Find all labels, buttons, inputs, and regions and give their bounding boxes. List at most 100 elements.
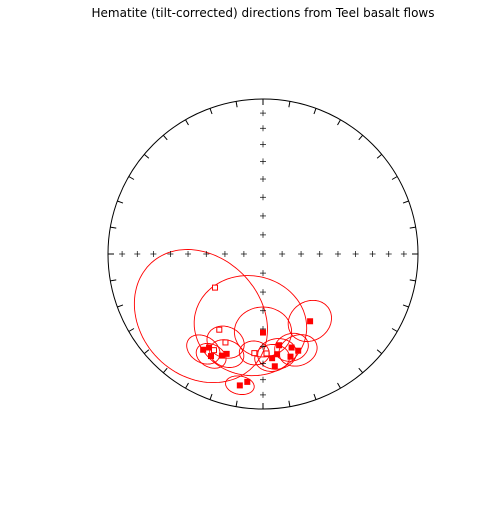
grid-cross (203, 251, 210, 257)
direction-point-open (251, 350, 258, 357)
azimuth-tick (313, 108, 317, 115)
direction-point-filled (218, 352, 225, 359)
grid-cross (260, 125, 266, 132)
grid-cross (260, 391, 266, 398)
direction-point-filled (271, 363, 278, 370)
inclination-grid-crosses (119, 110, 407, 398)
azimuth-tick (235, 101, 238, 108)
grid-cross (279, 251, 286, 257)
direction-point-filled (274, 351, 281, 358)
azimuth-tick (162, 367, 168, 374)
confidence-ellipse (278, 334, 318, 367)
azimuth-tick (185, 119, 189, 126)
azimuth-tick (288, 400, 291, 407)
center-cross (260, 251, 266, 257)
direction-point-filled (244, 378, 251, 385)
grid-cross (260, 307, 266, 314)
azimuth-tick (313, 393, 317, 400)
grid-cross (134, 251, 141, 257)
grid-cross (260, 343, 266, 350)
azimuth-tick (337, 119, 341, 126)
azimuth-tick (391, 328, 398, 332)
confidence-ellipse (225, 375, 255, 395)
direction-point-filled (276, 342, 283, 349)
grid-cross (400, 251, 407, 257)
grid-cross (260, 231, 266, 238)
direction-point-filled (208, 353, 215, 360)
confidence-ellipse (274, 332, 309, 362)
confidence-ellipse (233, 306, 293, 358)
direction-point-filled (206, 344, 213, 351)
azimuth-tick (409, 226, 416, 229)
confidence-ellipse (193, 275, 308, 377)
grid-cross (352, 251, 359, 257)
grid-cross (260, 289, 266, 296)
direction-point-layer (200, 284, 314, 389)
confidence-ellipse (257, 338, 297, 370)
azimuth-tick (391, 176, 398, 180)
grid-cross (221, 251, 228, 257)
azimuth-tick (128, 176, 135, 180)
direction-point-filled (269, 355, 276, 362)
azimuth-tick (209, 393, 213, 400)
azimuth-tick (209, 108, 213, 115)
chart-title: Hematite (tilt-corrected) directions fro… (91, 6, 435, 20)
grid-cross (167, 251, 174, 257)
azimuth-tick (409, 279, 416, 282)
azimuth-tick (358, 367, 364, 374)
grid-cross (385, 251, 392, 257)
azimuth-tick (117, 304, 124, 308)
grid-cross (260, 110, 266, 117)
direction-point-filled (236, 382, 243, 389)
direction-point-filled (295, 347, 302, 354)
grid-cross (260, 270, 266, 277)
azimuth-tick (143, 349, 150, 355)
grid-cross (316, 251, 323, 257)
direction-point-filled (287, 353, 294, 360)
direction-point-open (212, 284, 219, 291)
direction-point-filled (260, 329, 266, 336)
direction-point-filled (200, 346, 207, 353)
grid-cross (334, 251, 341, 257)
azimuth-tick (117, 200, 124, 204)
azimuth-tick (110, 279, 117, 282)
direction-point-open (263, 350, 270, 357)
azimuth-tick (185, 382, 189, 389)
azimuth-tick (402, 304, 409, 308)
direction-point-filled (288, 344, 295, 351)
grid-cross (260, 158, 266, 165)
grid-cross (298, 251, 305, 257)
azimuth-tick (110, 226, 117, 229)
confidence-ellipse (238, 340, 270, 366)
grid-cross (150, 251, 157, 257)
grid-cross (260, 360, 266, 367)
azimuth-tick (143, 153, 150, 159)
azimuth-tick (402, 200, 409, 204)
grid-cross (185, 251, 192, 257)
grid-cross (260, 212, 266, 219)
confidence-ellipse (133, 249, 268, 384)
azimuth-tick (376, 349, 383, 355)
azimuth-tick (358, 134, 364, 141)
grid-cross (260, 176, 266, 183)
confidence-ellipse (186, 334, 221, 365)
azimuth-tick (128, 328, 135, 332)
confidence-ellipse (287, 299, 332, 342)
azimuth-tick (376, 153, 383, 159)
grid-cross (260, 141, 266, 148)
azimuth-tick-layer (108, 99, 418, 409)
direction-point-open (210, 347, 217, 354)
azimuth-tick (162, 134, 168, 141)
confidence-ellipse-layer (133, 249, 332, 395)
azimuth-tick (337, 382, 341, 389)
grid-cross (369, 251, 376, 257)
grid-cross (240, 251, 247, 257)
direction-point-open (216, 326, 223, 333)
direction-point-open (222, 339, 229, 346)
grid-cross (260, 376, 266, 383)
azimuth-tick (235, 400, 238, 407)
grid-cross (260, 194, 266, 201)
grid-cross (119, 251, 126, 257)
direction-point-filled (307, 318, 314, 325)
